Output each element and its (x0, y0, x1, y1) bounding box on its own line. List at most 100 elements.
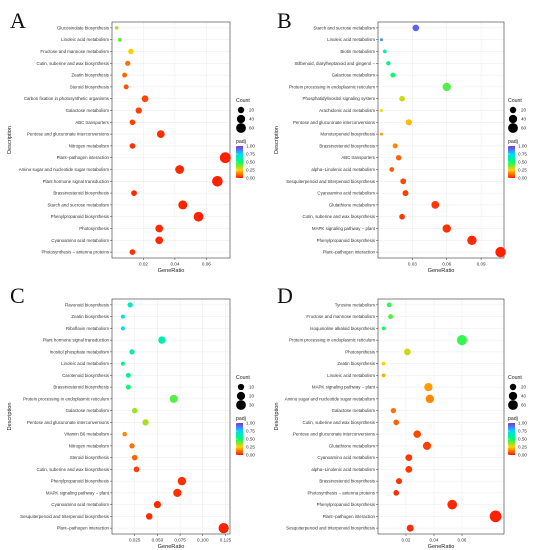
data-point (175, 165, 185, 174)
category-label: Pentose and glucuronate interconversions (293, 120, 376, 125)
data-point (405, 454, 413, 462)
count-legend-dot (509, 106, 517, 114)
data-point (169, 394, 178, 403)
category-label: Fructose and mannose metabolism (306, 314, 375, 319)
padj-legend-label: 0.75 (518, 152, 527, 157)
data-point (142, 419, 149, 426)
data-point (389, 167, 395, 172)
padj-legend-label: 0.25 (518, 168, 527, 173)
category-label: Brassinosteroid biosynthesis (53, 191, 109, 196)
data-point (133, 466, 140, 473)
data-point (128, 48, 134, 55)
data-point (447, 499, 458, 510)
category-label: Sesquiterpenoid and triterpenoid biosynt… (286, 526, 376, 531)
x-tick-label: 0.025 (129, 538, 141, 543)
panel-letter: D (277, 283, 293, 308)
data-point (379, 132, 383, 136)
category-label: Phenylpropanoid biosynthesis (51, 479, 110, 484)
category-label: Steroid biosynthesis (70, 84, 110, 89)
padj-colorbar (236, 146, 243, 178)
count-legend-dot (509, 383, 517, 391)
data-point (177, 476, 187, 486)
category-label: Phenylpropanoid biosynthesis (317, 238, 376, 243)
category-label: Starch and sucrose metabolism (48, 202, 110, 207)
category-label: Cyanoamino acid metabolism (51, 238, 109, 243)
padj-legend-label: 0.25 (246, 445, 255, 450)
data-point (405, 465, 413, 473)
padj-legend-label: 0.75 (246, 429, 255, 434)
padj-legend-label: 0.75 (518, 429, 527, 434)
category-label: Monoterpenoid biosynthesis (320, 132, 375, 137)
count-legend-dot (237, 383, 245, 391)
category-label: Protein processing in endoplasmic reticu… (23, 396, 109, 401)
category-label: Photosynthesis − antenna proteins (42, 250, 110, 255)
category-label: Flavonoid biosynthesis (65, 302, 110, 307)
category-label: Photosynthesis − antenna proteins (308, 490, 376, 495)
x-tick-label: 0.075 (174, 538, 186, 543)
data-point (379, 108, 383, 113)
category-label: Brassinosteroid biosynthesis (53, 385, 109, 390)
data-point (495, 246, 506, 258)
category-label: Pentose and glucuronate interconversions (293, 432, 376, 437)
data-point (155, 224, 164, 233)
category-label: Cyanoamino acid metabolism (317, 455, 375, 460)
x-axis-title: GeneRatio (428, 544, 455, 550)
count-legend-label: 60 (521, 126, 527, 131)
x-tick-label: 0.050 (152, 538, 164, 543)
category-label: alpha−Linolenic acid metabolism (311, 467, 375, 472)
data-point (127, 302, 133, 308)
padj-colorbar (508, 423, 515, 455)
count-legend-label: 60 (521, 403, 527, 408)
data-point (125, 372, 131, 378)
data-point (129, 349, 135, 355)
padj-legend-title: padj (236, 416, 246, 422)
data-point (392, 143, 398, 149)
padj-legend-label: 0.50 (518, 160, 527, 165)
category-label: MAPK signaling pathway − plant (312, 226, 376, 231)
category-label: Tyrosine metabolism (335, 302, 376, 307)
category-label: ABC transporters (75, 120, 109, 125)
padj-legend-label: 0.50 (518, 437, 527, 442)
count-legend-label: 10 (249, 385, 255, 390)
data-point (412, 24, 420, 32)
data-point (431, 201, 440, 209)
padj-legend-title: padj (236, 139, 246, 145)
category-label: Glutathione metabolism (329, 443, 375, 448)
category-label: Photosynthesis (345, 349, 376, 354)
padj-legend-label: 0.25 (518, 445, 527, 450)
data-point (141, 95, 149, 103)
data-point (393, 490, 400, 496)
data-point (402, 190, 409, 197)
x-axis-title: GeneRatio (158, 544, 185, 550)
panel-a: A Glucosinolate biosynthesis Linoleic acid… (7, 8, 255, 274)
category-label: Linoleic acid metabolism (327, 37, 375, 42)
x-tick-label: 0.06 (458, 538, 467, 543)
data-point (390, 407, 397, 414)
plot-border (111, 298, 231, 535)
count-legend-label: 60 (249, 126, 255, 131)
panel-letter: A (10, 8, 26, 33)
category-label: Inositol phosphate metabolism (50, 349, 110, 354)
category-label: Starch and sucrose metabolism (314, 25, 376, 30)
padj-legend-label: 0.75 (246, 152, 255, 157)
data-point (173, 488, 182, 498)
panel-d: D Tyrosine metabolism Fructose and mannose… (274, 283, 527, 550)
plot-border (111, 21, 231, 259)
data-point (442, 82, 451, 92)
data-point (129, 143, 136, 149)
category-label: MAPK signaling pathway − plant (312, 385, 376, 390)
category-label: Sesquiterpenoid and triterpenoid biosynt… (286, 179, 376, 184)
category-label: Arachidonic acid metabolism (319, 108, 375, 113)
category-label: Phosphatidylinositol signaling system (303, 96, 376, 101)
data-point (212, 176, 223, 187)
data-point (400, 178, 407, 185)
data-point (386, 302, 392, 308)
count-legend-dot (236, 123, 246, 133)
category-label: Carbon fixation in photosynthetic organi… (24, 96, 110, 101)
data-point (135, 107, 142, 114)
category-label: Protein processing in endoplasmic reticu… (289, 84, 375, 89)
category-label: Plant−pathogen interaction (57, 526, 110, 531)
category-label: MAPK signaling pathway − plant (46, 490, 110, 495)
data-point (219, 152, 231, 164)
count-legend-dot (236, 400, 246, 410)
